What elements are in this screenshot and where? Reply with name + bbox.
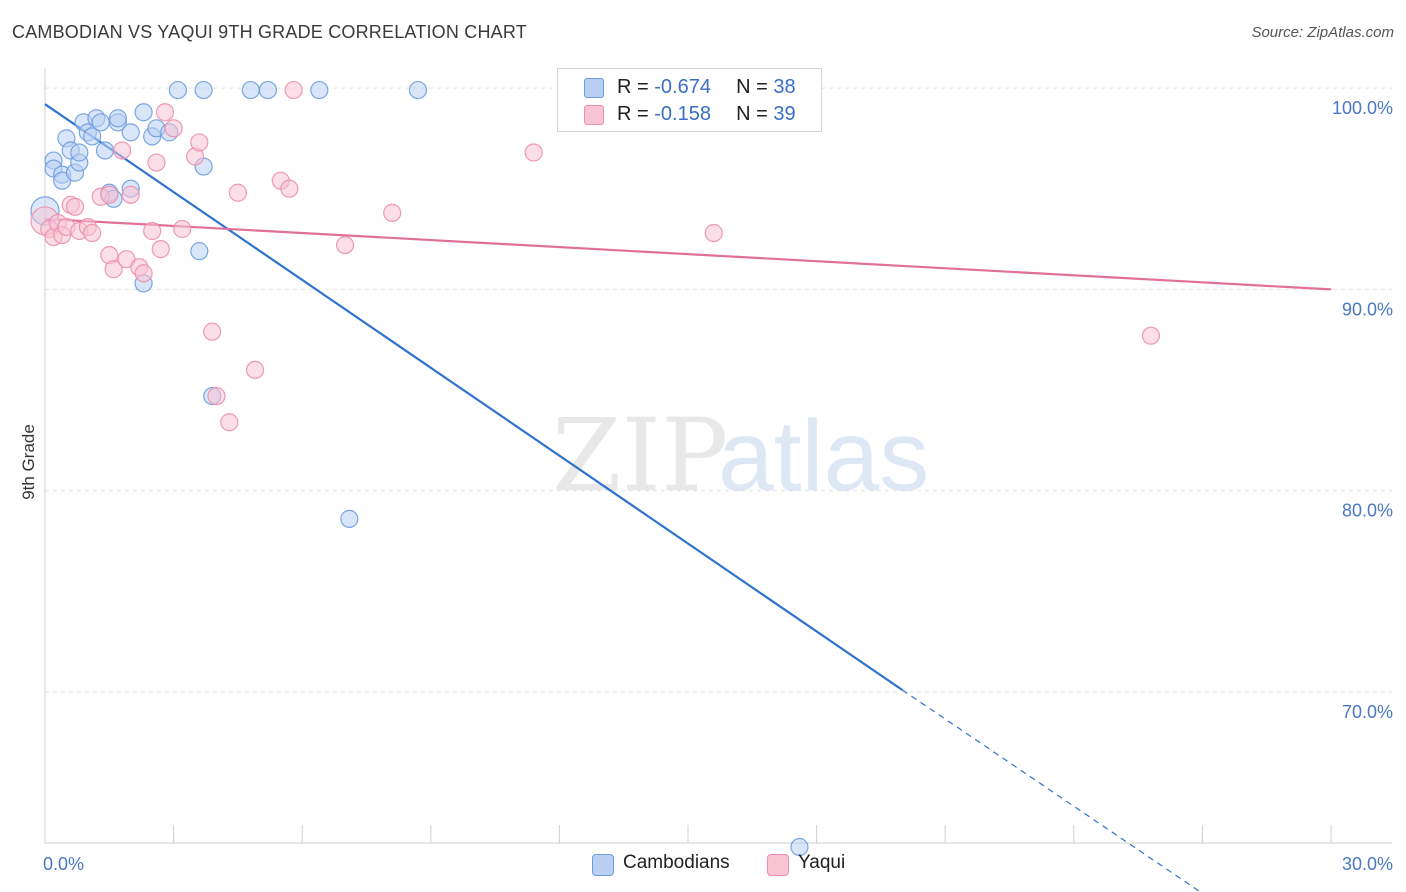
yaqui-point bbox=[155, 103, 175, 122]
yaqui-point bbox=[383, 203, 402, 222]
legend-n-value: 39 bbox=[773, 103, 796, 125]
legend-row-yaqui: R = -0.158 N = 39 bbox=[558, 101, 821, 127]
cambodian-point bbox=[258, 80, 278, 100]
yaqui-point bbox=[100, 185, 119, 204]
axes bbox=[44, 68, 1392, 844]
y-axis-label: 9th Grade bbox=[19, 424, 38, 500]
watermark-atlas: atlas bbox=[718, 400, 929, 512]
cambodian-point bbox=[241, 80, 260, 100]
legend-n-label: N = bbox=[736, 103, 774, 125]
yaqui-point bbox=[284, 80, 303, 100]
yaqui-point bbox=[173, 219, 192, 239]
cambodian-point bbox=[310, 80, 329, 100]
yaqui-point bbox=[164, 119, 183, 138]
cambodians-trend-line bbox=[44, 103, 903, 691]
cambodian-point bbox=[190, 242, 209, 261]
yaqui-point bbox=[147, 153, 166, 172]
yaqui-point bbox=[117, 250, 136, 269]
trend-lines bbox=[44, 103, 1332, 892]
watermark-zip: ZIP bbox=[552, 397, 728, 514]
yaqui-point bbox=[280, 179, 299, 198]
cambodian-point bbox=[91, 113, 110, 132]
cambodian-point bbox=[83, 127, 102, 146]
cambodian-point bbox=[408, 80, 428, 100]
cambodian-point bbox=[194, 80, 213, 100]
yaqui-point bbox=[1141, 326, 1161, 345]
legend-r-value: -0.158 bbox=[654, 103, 711, 125]
cambodian-point bbox=[70, 143, 89, 162]
watermark: ZIP atlas bbox=[552, 397, 929, 514]
yaqui-point bbox=[151, 240, 170, 259]
cambodian-point bbox=[53, 171, 72, 190]
yaqui-point bbox=[65, 197, 85, 216]
legend-n-label: N = bbox=[736, 76, 774, 98]
yaqui-point bbox=[190, 133, 209, 152]
legend-row-cambodians: R = -0.674 N = 38 bbox=[558, 74, 821, 100]
y-tick-label: 70.0% bbox=[1342, 702, 1393, 722]
correlation-legend: R = -0.674 N = 38 R = -0.158 N = 39 bbox=[557, 68, 822, 132]
yaqui-trend-line bbox=[44, 217, 1332, 291]
tick-labels: 70.0% 80.0% 90.0% 100.0% 0.0% 30.0% bbox=[43, 98, 1393, 874]
x-tick-label: 30.0% bbox=[1342, 854, 1393, 874]
cambodian-point bbox=[95, 141, 115, 160]
y-tick-label: 100.0% bbox=[1332, 98, 1393, 118]
legend-r-label: R = bbox=[617, 103, 655, 125]
y-tick-label: 90.0% bbox=[1342, 299, 1393, 319]
legend-n-value: 38 bbox=[773, 76, 796, 98]
yaqui-point bbox=[134, 264, 153, 283]
yaqui-point bbox=[704, 223, 723, 243]
yaqui-point bbox=[207, 386, 226, 406]
legend-swatch-cambodians bbox=[584, 78, 604, 98]
cambodian-point bbox=[790, 837, 809, 857]
data-points bbox=[30, 80, 1161, 857]
chart-title: CAMBODIAN VS YAQUI 9TH GRADE CORRELATION… bbox=[12, 22, 527, 42]
cambodian-point bbox=[134, 103, 153, 122]
yaqui-point bbox=[228, 183, 247, 202]
yaqui-point bbox=[121, 185, 140, 204]
yaqui-point bbox=[245, 360, 265, 380]
grid-lines bbox=[45, 87, 1392, 693]
cambodian-point bbox=[108, 109, 127, 128]
yaqui-point bbox=[143, 221, 162, 241]
cambodian-point bbox=[168, 80, 187, 100]
yaqui-point bbox=[113, 141, 132, 160]
cambodian-point bbox=[340, 509, 359, 528]
y-tick-label: 80.0% bbox=[1342, 501, 1393, 521]
yaqui-point bbox=[203, 322, 222, 341]
legend-swatch-yaqui bbox=[767, 854, 789, 876]
legend-swatch-cambodians bbox=[592, 854, 614, 876]
cambodian-point bbox=[121, 123, 140, 142]
yaqui-point bbox=[335, 235, 355, 255]
cambodians-trend-extension bbox=[901, 689, 1202, 892]
yaqui-point bbox=[524, 143, 543, 162]
legend-r-label: R = bbox=[617, 76, 655, 98]
yaqui-point bbox=[104, 260, 123, 279]
legend-swatch-yaqui bbox=[584, 105, 604, 125]
x-tick-label: 0.0% bbox=[43, 854, 84, 874]
chart-source: Source: ZipAtlas.com bbox=[1251, 24, 1394, 41]
legend-label-cambodians: Cambodians bbox=[623, 852, 730, 873]
legend-r-value: -0.674 bbox=[654, 76, 711, 98]
legend-label-yaqui: Yaqui bbox=[798, 852, 846, 873]
yaqui-point bbox=[83, 223, 102, 243]
series-legend: Cambodians Yaqui bbox=[0, 852, 1406, 878]
yaqui-point bbox=[220, 413, 239, 432]
